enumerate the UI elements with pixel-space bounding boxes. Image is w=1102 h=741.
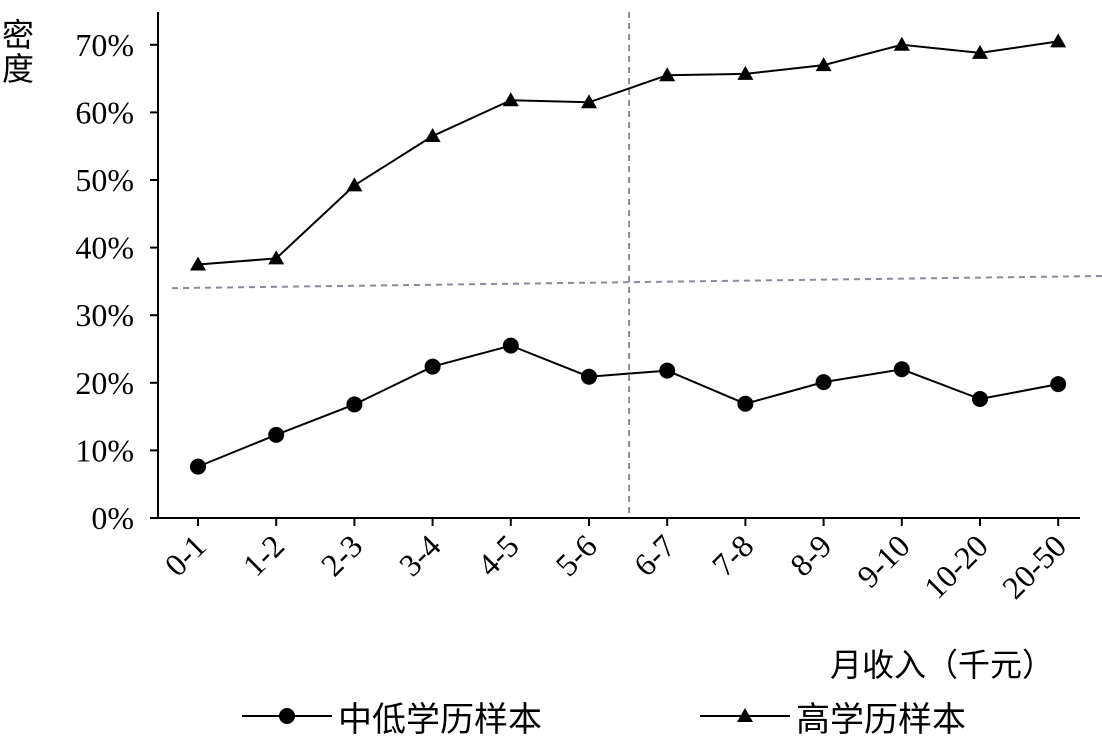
- data-point: [659, 362, 676, 379]
- y-tick-label: 40%: [75, 230, 134, 266]
- y-tick-label: 60%: [75, 94, 134, 130]
- sloped-reference-line: [171, 274, 1102, 290]
- data-point: [815, 374, 832, 391]
- series-line: [197, 344, 1059, 468]
- x-tick-label: 7-8: [705, 527, 761, 583]
- legend-label-low-education: 中低学历样本: [338, 699, 542, 740]
- x-tick-label: 6-7: [627, 527, 683, 583]
- data-point: [424, 358, 441, 375]
- data-point: [737, 395, 754, 412]
- legend-item-high-education: 高学历样本: [700, 692, 966, 740]
- x-tick-label: 1-2: [236, 527, 292, 583]
- x-tick-label: 4-5: [470, 527, 526, 583]
- data-point: [972, 44, 988, 59]
- circle-marker-icon: [242, 708, 332, 724]
- data-point: [190, 458, 206, 475]
- y-tick-label: 50%: [75, 162, 134, 198]
- data-point: [893, 36, 910, 51]
- data-point: [972, 391, 988, 408]
- legend-label-high-education: 高学历样本: [796, 699, 966, 740]
- data-point: [815, 57, 832, 72]
- y-tick-label: 70%: [75, 27, 134, 63]
- y-axis-label: 密度: [2, 16, 35, 88]
- x-tick-label: 5-6: [548, 527, 604, 583]
- data-point: [268, 250, 285, 265]
- triangle-marker-icon: [700, 708, 790, 722]
- data-point: [581, 94, 597, 109]
- data-point: [346, 177, 363, 192]
- data-point: [1050, 33, 1067, 48]
- x-tick-label: 8-9: [783, 527, 839, 583]
- data-point: [659, 67, 676, 82]
- x-tick-label: 0-1: [157, 527, 213, 583]
- data-point: [268, 426, 285, 443]
- data-point: [502, 337, 519, 354]
- data-point: [737, 65, 754, 80]
- y-tick-label: 20%: [75, 365, 134, 401]
- data-point: [346, 396, 363, 413]
- legend-item-low-education: 中低学历样本: [242, 692, 542, 740]
- x-tick-label: 20-50: [995, 527, 1073, 605]
- data-point: [424, 128, 441, 143]
- x-tick-label: 3-4: [392, 527, 448, 583]
- y-tick-label: 0%: [91, 500, 134, 536]
- y-tick-label: 10%: [75, 432, 134, 468]
- data-point: [581, 368, 597, 385]
- y-tick-label: 30%: [75, 297, 134, 333]
- x-tick-label: 2-3: [314, 527, 370, 583]
- x-axis-label: 月收入（千元）: [830, 646, 1055, 684]
- x-tick-label: 9-10: [850, 527, 917, 594]
- data-point: [502, 92, 519, 107]
- data-point: [190, 256, 206, 271]
- data-point: [1050, 376, 1067, 393]
- data-point: [893, 361, 910, 378]
- series-line: [197, 40, 1059, 266]
- x-tick-label: 10-20: [917, 527, 995, 605]
